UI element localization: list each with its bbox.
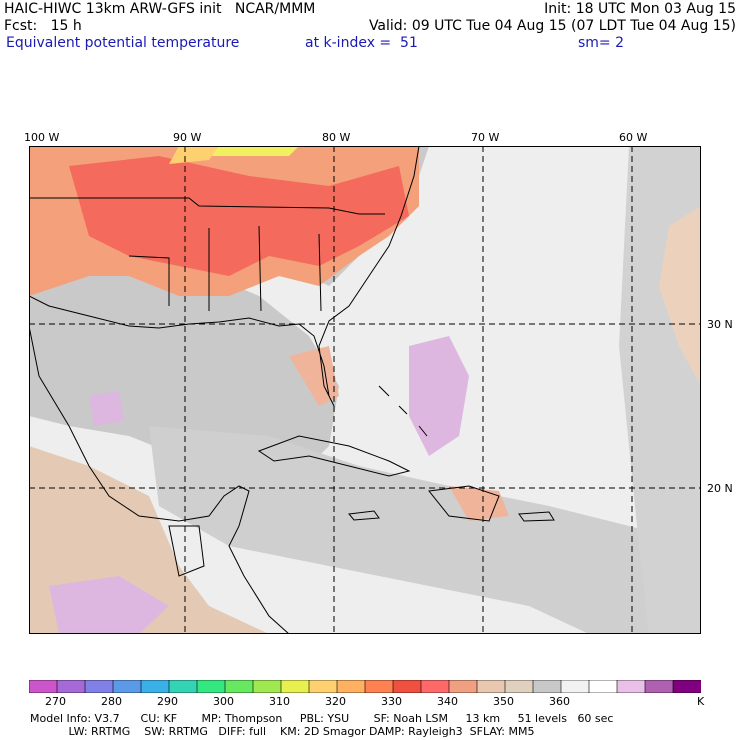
model-info-line2: LW: RRTMG SW: RRTMG DIFF: full KM: 2D Sm…	[30, 725, 535, 738]
colorbar-tick-label: 360	[549, 695, 570, 708]
colorbar-tick-label: 310	[269, 695, 290, 708]
valid-time: Valid: 09 UTC Tue 04 Aug 15 (07 LDT Tue …	[368, 18, 736, 34]
colorbar-swatch	[336, 680, 366, 693]
colorbar-swatch	[448, 680, 478, 693]
colorbar-swatch	[364, 680, 394, 693]
cool-patch	[409, 336, 469, 456]
puerto-rico-coastline	[518, 511, 555, 522]
colorbar-tick-label: 300	[213, 695, 234, 708]
colorbar	[29, 680, 701, 693]
smoothing-info: sm= 2	[578, 35, 625, 51]
colorbar-swatch	[252, 680, 282, 693]
cool-patch	[49, 576, 169, 634]
colorbar-swatch	[392, 680, 422, 693]
state-border	[29, 197, 385, 215]
colorbar-swatch	[280, 680, 310, 693]
colorbar-swatch	[308, 680, 338, 693]
colorbar-unit: K	[697, 695, 705, 708]
central-america-border	[168, 525, 205, 577]
colorbar-tick-label: 270	[45, 695, 66, 708]
colorbar-swatch	[168, 680, 198, 693]
lat-label: 20 N	[707, 482, 733, 495]
colorbar-swatch	[56, 680, 86, 693]
colorbar-tick-label: 280	[101, 695, 122, 708]
colorbar-swatch	[84, 680, 114, 693]
hot-core	[199, 146, 299, 156]
us-gulf-coastline	[29, 146, 420, 407]
colorbar-swatch	[112, 680, 142, 693]
colorbar-tick-label: 350	[493, 695, 514, 708]
moist-swath	[149, 426, 701, 634]
hot-core	[169, 146, 219, 164]
hot-region	[69, 156, 409, 276]
colorbar-swatch	[224, 680, 254, 693]
colorbar-swatch	[616, 680, 646, 693]
colorbar-swatch	[560, 680, 590, 693]
colorbar-tick-label: 330	[381, 695, 402, 708]
colorbar-tick-label: 340	[437, 695, 458, 708]
cuba-coastline	[257, 435, 411, 477]
coastlines	[29, 146, 555, 634]
theta-e-map	[29, 146, 701, 634]
warm-region	[659, 206, 701, 386]
init-time: Init: 18 UTC Mon 03 Aug 15	[544, 1, 736, 17]
level-info: at k-index = 51	[305, 35, 418, 51]
variable-name: Equivalent potential temperature	[6, 35, 240, 51]
cool-patch	[89, 391, 124, 426]
lon-label: 80 W	[322, 131, 351, 144]
colorbar-tick-label: 320	[325, 695, 346, 708]
lat-label: 30 N	[707, 318, 733, 331]
model-info-line1: Model Info: V3.7 CU: KF MP: Thompson PBL…	[30, 712, 614, 725]
moist-swath	[29, 246, 339, 486]
jamaica-coastline	[348, 510, 380, 521]
lon-label: 60 W	[619, 131, 648, 144]
forecast-hour: Fcst: 15 h	[4, 18, 82, 34]
colorbar-swatch	[420, 680, 450, 693]
bahamas-coastline	[378, 385, 428, 437]
state-border	[128, 225, 322, 312]
lon-label: 90 W	[173, 131, 202, 144]
colorbar-swatch	[29, 680, 58, 693]
lon-label: 100 W	[24, 131, 60, 144]
mexico-coastline	[29, 325, 290, 634]
colorbar-swatch	[476, 680, 506, 693]
hispaniola-coastline	[428, 485, 500, 522]
plot-title: HAIC-HIWC 13km ARW-GFS init NCAR/MMM	[4, 1, 316, 17]
graticule	[29, 146, 701, 634]
colorbar-swatch	[672, 680, 701, 693]
map-frame	[29, 146, 701, 634]
lon-label: 70 W	[471, 131, 500, 144]
colorbar-swatch	[588, 680, 618, 693]
colorbar-swatch	[644, 680, 674, 693]
colorbar-swatch	[504, 680, 534, 693]
colorbar-swatch	[140, 680, 170, 693]
colorbar-swatch	[196, 680, 226, 693]
colorbar-swatch	[532, 680, 562, 693]
colorbar-tick-label: 290	[157, 695, 178, 708]
